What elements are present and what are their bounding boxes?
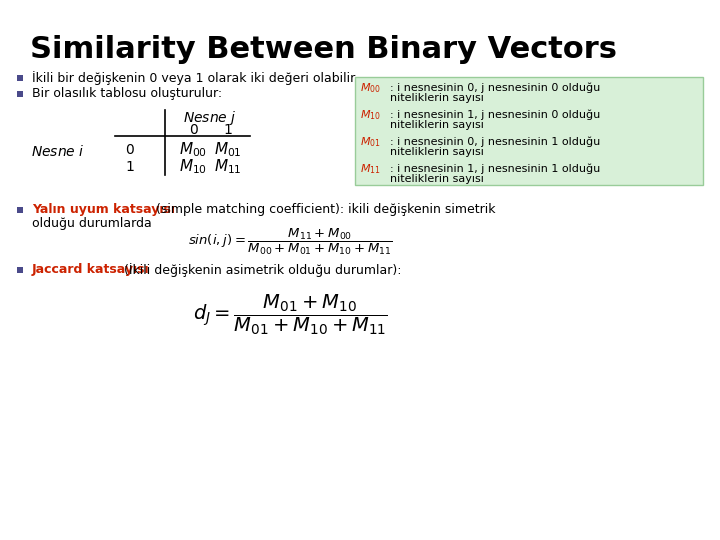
Text: niteliklerin sayısı: niteliklerin sayısı [390, 147, 484, 157]
Text: 0: 0 [125, 143, 135, 157]
Text: $d_J = \dfrac{M_{01}+M_{10}}{M_{01}+M_{10}+M_{11}}$: $d_J = \dfrac{M_{01}+M_{10}}{M_{01}+M_{1… [192, 293, 387, 338]
Text: Bir olasılık tablosu oluşturulur:: Bir olasılık tablosu oluşturulur: [32, 87, 222, 100]
Text: 0: 0 [189, 123, 197, 137]
Text: : i nesnesinin 0, j nesnesinin 1 olduğu: : i nesnesinin 0, j nesnesinin 1 olduğu [390, 137, 600, 147]
Text: niteliklerin sayısı: niteliklerin sayısı [390, 174, 484, 184]
Text: Similarity Between Binary Vectors: Similarity Between Binary Vectors [30, 35, 617, 64]
Text: : i nesnesinin 0, j nesnesinin 0 olduğu: : i nesnesinin 0, j nesnesinin 0 olduğu [390, 83, 600, 93]
Text: 1: 1 [125, 160, 135, 174]
Text: olduğu durumlarda: olduğu durumlarda [32, 217, 152, 230]
Text: İkili bir değişkenin 0 veya 1 olarak iki değeri olabilir.: İkili bir değişkenin 0 veya 1 olarak iki… [32, 71, 358, 85]
Text: $M_{10}$: $M_{10}$ [179, 158, 207, 177]
Text: $M_{01}$: $M_{01}$ [214, 140, 242, 159]
Text: niteliklerin sayısı: niteliklerin sayısı [390, 120, 484, 130]
Text: (simple matching coefficient): ikili değişkenin simetrik: (simple matching coefficient): ikili değ… [152, 204, 495, 217]
Text: : i nesnesinin 1, j nesnesinin 1 olduğu: : i nesnesinin 1, j nesnesinin 1 olduğu [390, 164, 600, 174]
FancyBboxPatch shape [355, 77, 703, 185]
Text: (İkili değişkenin asimetrik olduğu durumlar):: (İkili değişkenin asimetrik olduğu durum… [120, 263, 402, 277]
Text: $M_{10}$: $M_{10}$ [360, 108, 381, 122]
Text: $M_{11}$: $M_{11}$ [360, 162, 381, 176]
Text: $sin(i,j)=\dfrac{M_{11}+M_{00}}{M_{00}+M_{01}+M_{10}+M_{11}}$: $sin(i,j)=\dfrac{M_{11}+M_{00}}{M_{00}+M… [188, 227, 392, 257]
Text: $M_{00}$: $M_{00}$ [360, 81, 381, 95]
Text: Nesne $j$: Nesne $j$ [183, 109, 237, 127]
Text: Nesne $i$: Nesne $i$ [32, 145, 85, 159]
Text: : i nesnesinin 1, j nesnesinin 0 olduğu: : i nesnesinin 1, j nesnesinin 0 olduğu [390, 110, 600, 120]
Text: $M_{11}$: $M_{11}$ [214, 158, 242, 177]
Text: Jaccard katsayısı: Jaccard katsayısı [32, 264, 150, 276]
Text: Yalın uyum katsayısı: Yalın uyum katsayısı [32, 204, 175, 217]
Text: $M_{01}$: $M_{01}$ [360, 135, 381, 149]
Text: $M_{00}$: $M_{00}$ [179, 140, 207, 159]
Text: 1: 1 [224, 123, 233, 137]
Text: niteliklerin sayısı: niteliklerin sayısı [390, 93, 484, 103]
